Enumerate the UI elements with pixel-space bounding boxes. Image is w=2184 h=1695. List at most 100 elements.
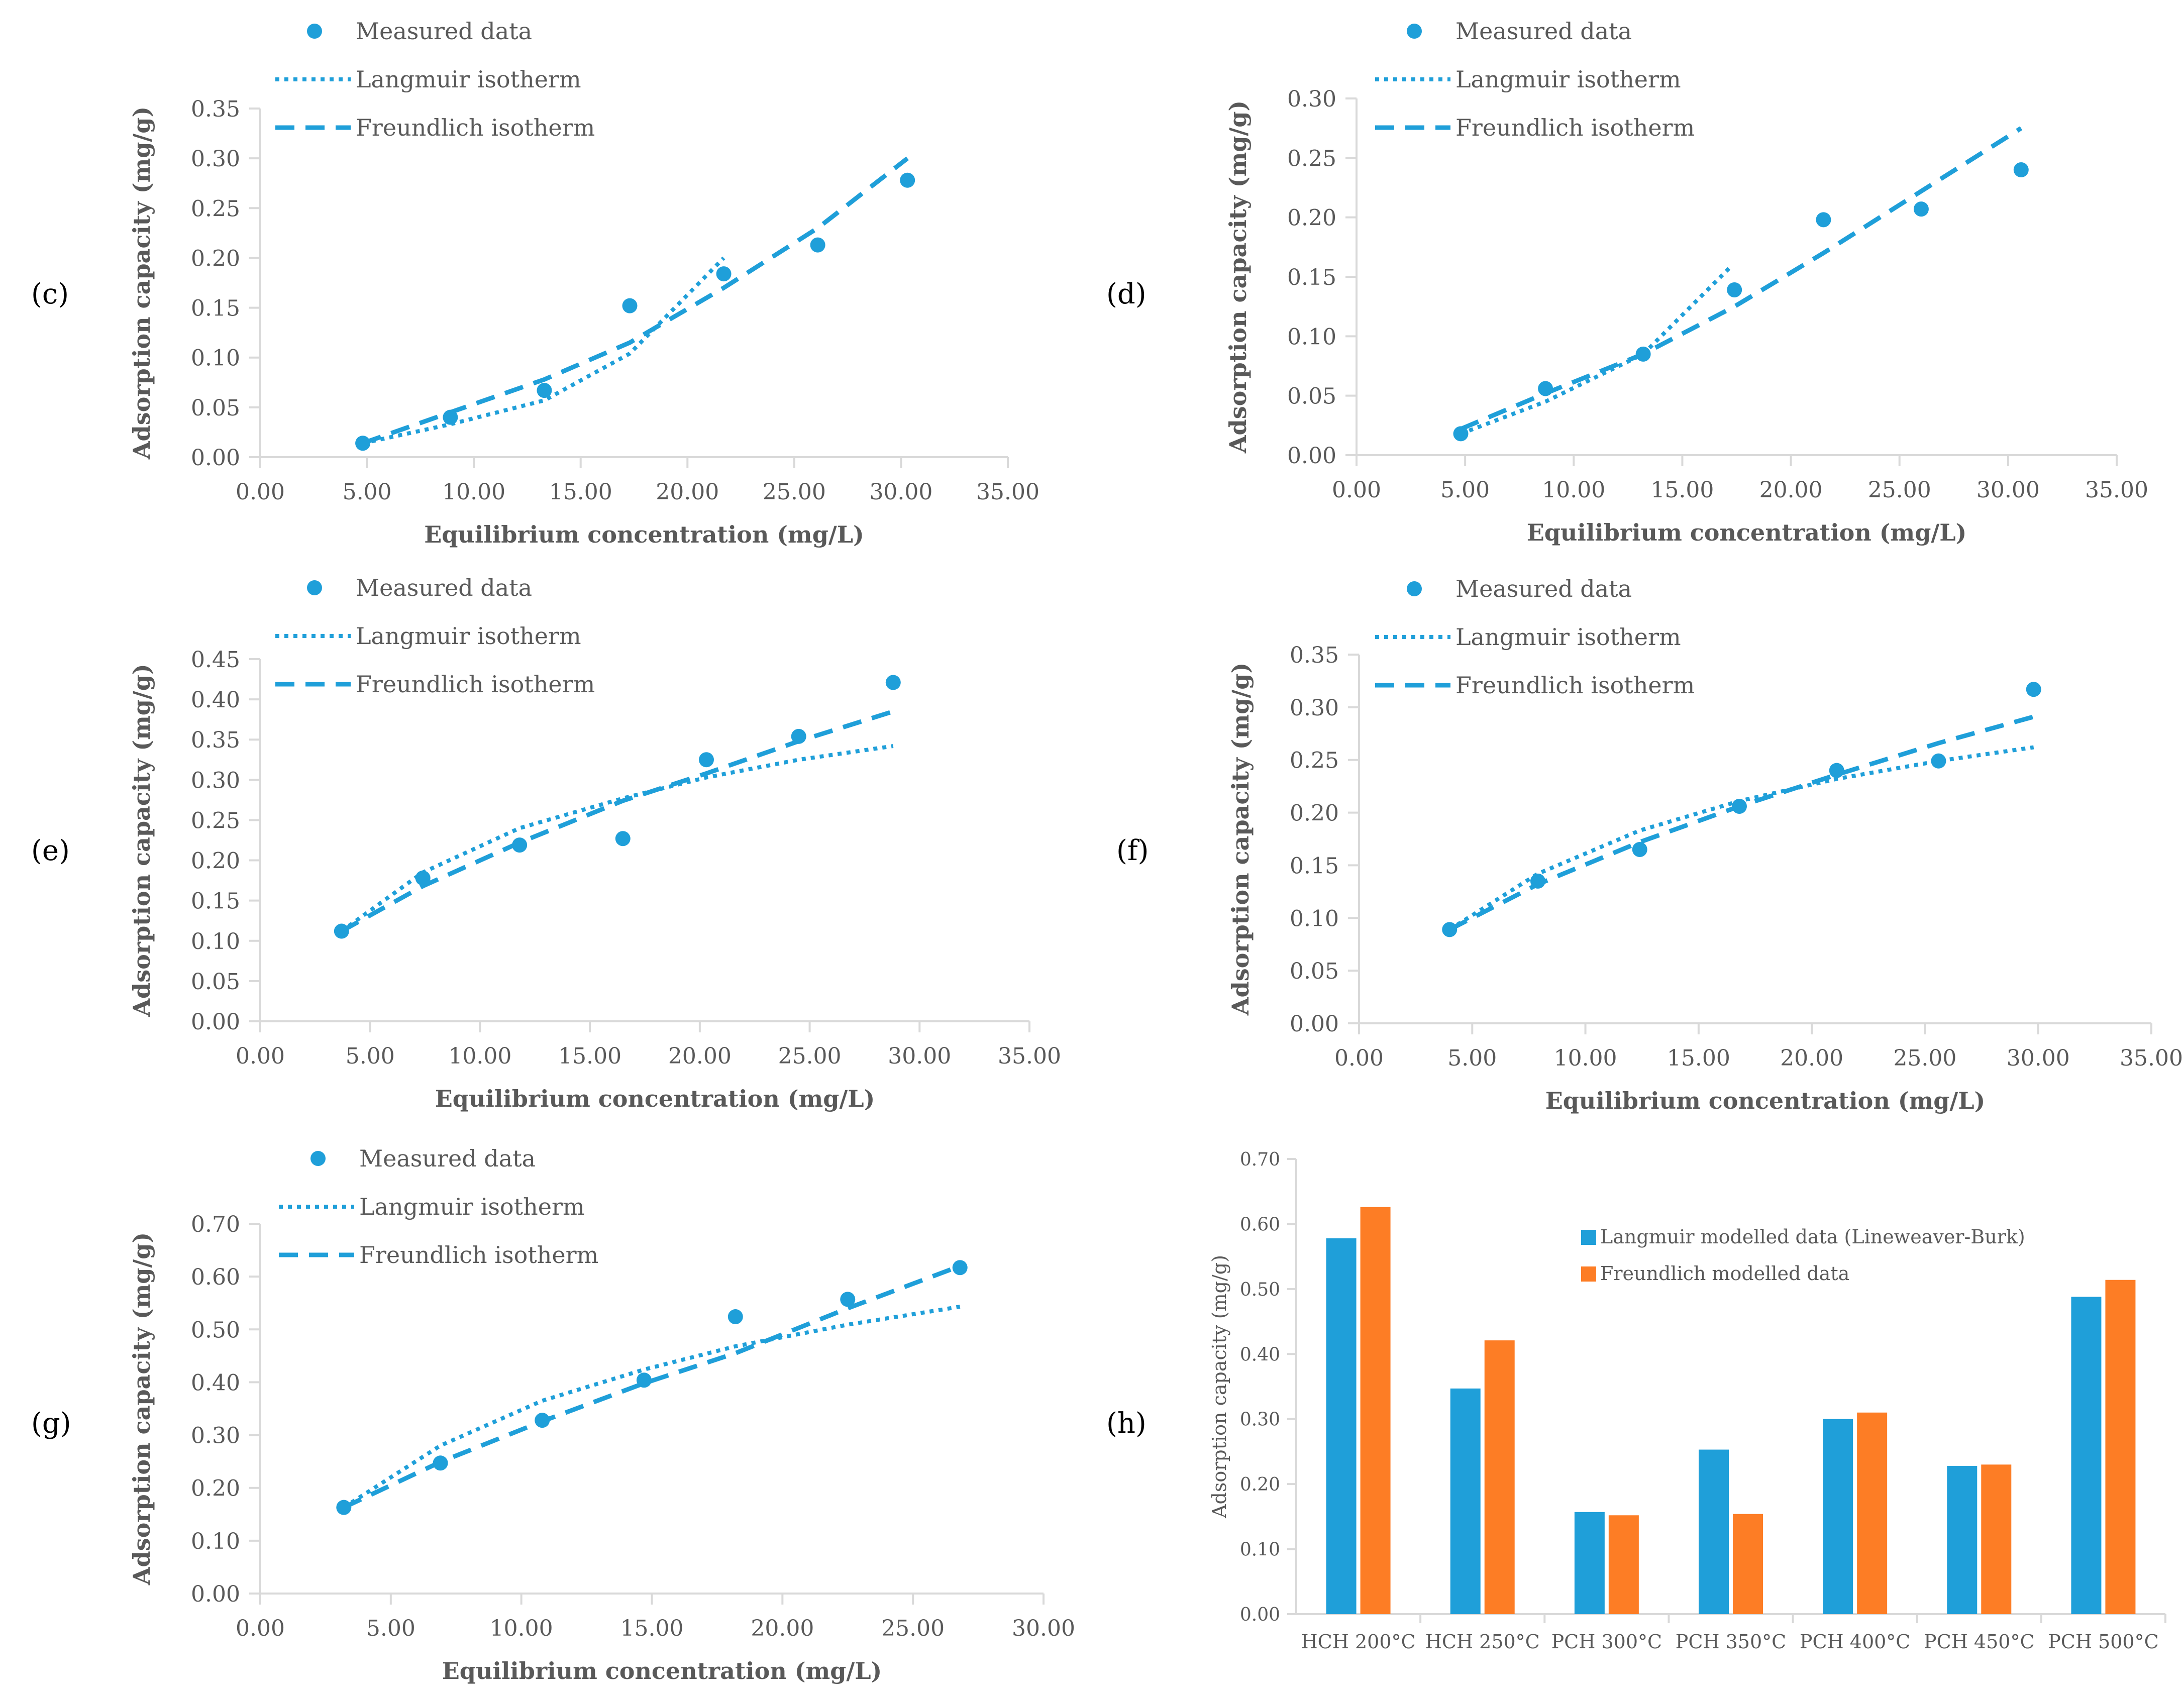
y-tick-label: 0.30 (191, 146, 240, 172)
measured-data-point (622, 298, 638, 313)
x-tick-label: HCH 200°C (1301, 1631, 1416, 1653)
y-tick-label: 0.45 (191, 647, 240, 673)
measured-data-point (1453, 426, 1469, 442)
y-tick-label: 0.05 (1290, 959, 1339, 984)
legend-label: Freundlich isotherm (359, 1241, 598, 1268)
y-axis-title: Adsorption capacity (mg/g) (128, 1232, 155, 1585)
measured-data-point (615, 831, 631, 846)
x-tick-label: 15.00 (1667, 1045, 1730, 1071)
x-tick-label: HCH 250°C (1425, 1631, 1540, 1653)
x-tick-label: 10.00 (1554, 1045, 1617, 1071)
measured-data-point (1530, 873, 1545, 889)
y-tick-label: 0.50 (1240, 1280, 1280, 1300)
measured-data-point (336, 1500, 352, 1515)
y-tick-label: 0.00 (191, 445, 240, 471)
freundlich-series-line (343, 1263, 961, 1510)
legend-marker-measured (307, 24, 322, 39)
x-tick-label: 35.00 (976, 479, 1039, 505)
y-tick-label: 0.40 (1240, 1344, 1280, 1365)
legend-label: Freundlich isotherm (1455, 114, 1695, 141)
panel-label: (f) (1116, 834, 1149, 867)
legend: Measured data Langmuir isotherm Freundlich… (275, 574, 595, 698)
x-tick-label: PCH 500°C (2048, 1631, 2158, 1653)
x-tick-label: 25.00 (1893, 1045, 1956, 1071)
freundlich-bar (1608, 1515, 1639, 1614)
chart-panel-c: (c) 0.00 0.05 0.10 0.15 0.20 0.25 0.30 0.35 0.00 5… (31, 18, 1039, 548)
x-tick-label: 10.00 (442, 479, 505, 505)
x-tick-label: 5.00 (366, 1616, 415, 1641)
measured-data-point (1635, 346, 1651, 362)
x-tick-label: 20.00 (751, 1616, 814, 1641)
y-tick-label: 0.25 (191, 808, 240, 833)
legend-label: Freundlich modelled data (1600, 1262, 1849, 1285)
y-tick-label: 0.20 (1240, 1474, 1280, 1495)
x-tick-label: 20.00 (1780, 1045, 1843, 1071)
measured-data-point (952, 1260, 968, 1276)
y-tick-label: 0.30 (1290, 695, 1339, 721)
langmuir-bar (1947, 1465, 1978, 1614)
y-tick-label: 0.05 (191, 395, 240, 421)
x-axis-title: Equilibrium concentration (mg/L) (435, 1085, 875, 1112)
panel-label: (d) (1106, 278, 1147, 310)
y-tick-label: 0.40 (191, 687, 240, 713)
y-tick-label: 0.05 (1287, 384, 1336, 409)
y-tick-label: 0.50 (191, 1317, 240, 1343)
measured-data-point (2013, 162, 2029, 177)
x-axis-title: Equilibrium concentration (mg/L) (424, 521, 864, 548)
legend-label: Measured data (356, 18, 532, 45)
langmuir-series-line (362, 256, 725, 446)
legend-label: Langmuir modelled data (Lineweaver-Burk) (1600, 1226, 2025, 1248)
langmuir-series-line (1460, 266, 1732, 436)
chart-panel-f: (f) 0.00 0.05 0.10 0.15 0.20 0.25 0.30 0.35 0.00 5… (1116, 575, 2183, 1114)
freundlich-bar (1733, 1514, 1763, 1614)
legend-label: Langmuir isotherm (1455, 66, 1681, 93)
y-axis-title: Adsorption capacity (mg/g) (128, 107, 155, 460)
x-tick-label: 30.00 (869, 479, 932, 505)
measured-data-point (334, 923, 349, 939)
y-tick-label: 0.35 (1290, 643, 1339, 668)
x-tick-label: 5.00 (346, 1043, 395, 1069)
x-tick-label: 30.00 (888, 1043, 951, 1069)
x-tick-label: 15.00 (558, 1043, 621, 1069)
y-tick-label: 0.20 (1287, 205, 1336, 231)
y-tick-label: 0.25 (1290, 748, 1339, 774)
y-tick-label: 0.15 (1290, 853, 1339, 879)
legend: Measured data Langmuir isotherm Freundlich… (1375, 18, 1695, 141)
y-tick-label: 0.70 (1240, 1149, 1280, 1170)
y-tick-label: 0.40 (191, 1370, 240, 1396)
x-tick-label: 35.00 (2120, 1045, 2183, 1071)
legend-marker-measured (307, 580, 322, 595)
x-axis-title: Equilibrium concentration (mg/L) (442, 1657, 882, 1684)
x-tick-label: 20.00 (668, 1043, 732, 1069)
x-tick-label: 25.00 (778, 1043, 842, 1069)
x-tick-label: 15.00 (1650, 477, 1714, 503)
x-tick-label: 30.00 (1977, 477, 2040, 503)
measured-data-point (1538, 381, 1553, 396)
x-tick-label: 0.00 (1332, 477, 1381, 503)
measured-data-point (1632, 841, 1647, 857)
legend-label: Freundlich isotherm (356, 671, 595, 698)
x-tick-label: 0.00 (236, 1043, 285, 1069)
measured-data-point (727, 1309, 743, 1325)
panel-label: (h) (1106, 1407, 1147, 1440)
legend-label: Measured data (1455, 18, 1632, 45)
freundlich-bar (1360, 1207, 1391, 1614)
x-tick-label: 10.00 (448, 1043, 511, 1069)
langmuir-series-line (343, 1305, 961, 1509)
x-tick-label: 0.00 (236, 1616, 285, 1641)
measured-data-point (537, 383, 552, 398)
y-tick-label: 0.10 (191, 929, 240, 955)
legend-label: Freundlich isotherm (1455, 672, 1695, 699)
freundlich-bar (1484, 1340, 1515, 1614)
y-tick-label: 0.15 (191, 296, 240, 322)
measured-data-point (415, 870, 431, 886)
legend: Measured data Langmuir isotherm Freundlich… (1375, 575, 1695, 699)
panel-label: (g) (31, 1407, 71, 1440)
legend-label: Langmuir isotherm (356, 622, 581, 650)
measured-data-point (1442, 922, 1458, 937)
y-tick-label: 0.10 (1240, 1540, 1280, 1560)
freundlich-series-line (1448, 714, 2034, 932)
y-tick-label: 0.30 (191, 768, 240, 793)
measured-data-point (885, 675, 901, 690)
